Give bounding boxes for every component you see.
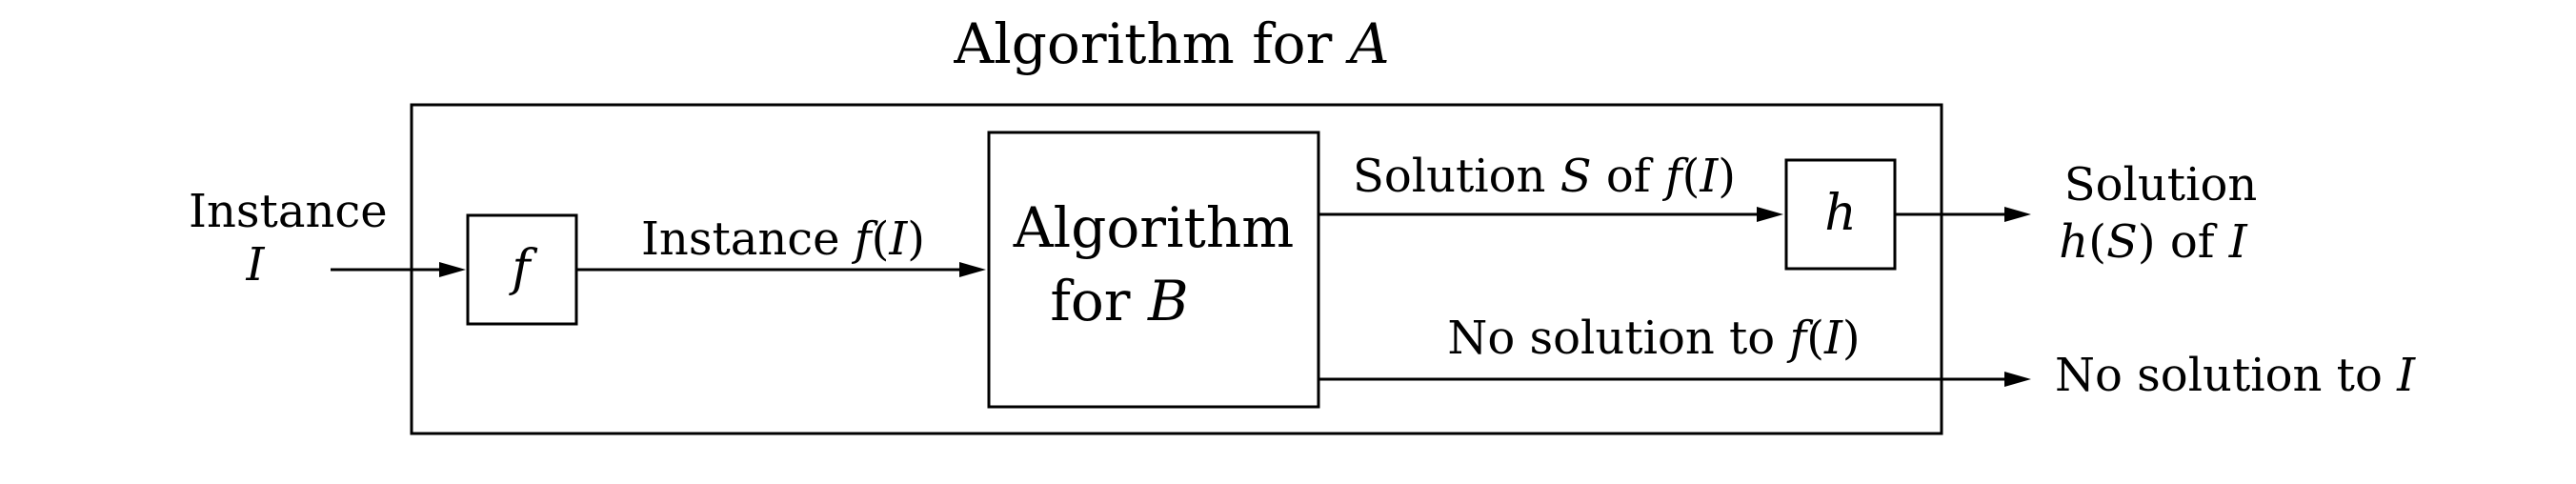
output-solution-line2: h(S) of I [2059,215,2247,269]
arrowhead-input-to-f [439,262,466,277]
edge-label-no-solution-to-f-i: No solution to f(I) [1447,312,1860,365]
output-solution-label: Solution [2064,158,2258,212]
input-label-var: I [246,238,266,292]
algorithm-b-label: Algorithm [1013,195,1294,260]
input-label: Instance I [189,185,402,292]
h-box [1784,158,1897,271]
edge-label-instance-f-i: Instance f(I) [641,212,925,266]
arrowhead-algorithm-b-to-h [1757,207,1783,222]
input-label-word: Instance [189,185,388,238]
output-no-solution-label: No solution to I [2055,349,2416,402]
algorithm-b-label-line1: Algorithm [1013,195,1294,260]
arrowhead-h-to-output [2004,207,2031,222]
f-box [466,213,578,326]
edge-label-solution-s-of-f-i: Solution S of f(I) [1353,150,1736,203]
h-box-label: h [1824,185,1857,242]
output-solution-line1: Solution [2064,158,2258,212]
algorithm-b-label-line2: for B [1050,269,1188,333]
arrowhead-algorithm-b-to-no-solution [2004,372,2031,387]
arrowhead-f-to-algorithm-b [959,262,986,277]
algorithm-b-box [987,131,1320,409]
diagram-title: Algorithm for A [953,11,1389,76]
